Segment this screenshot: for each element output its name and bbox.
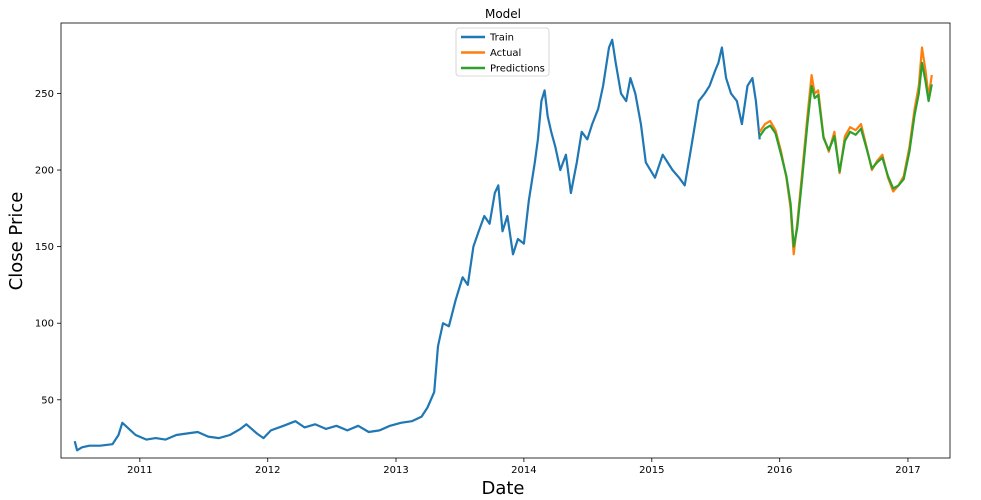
series-line-train xyxy=(73,38,761,452)
x-axis: 2011 2012 2013 2014 2015 2016 2017 xyxy=(127,458,921,476)
legend-box xyxy=(455,27,550,77)
y-tick-label: 100 xyxy=(35,319,54,330)
x-tick-label: 2012 xyxy=(255,465,280,476)
series-line-predictions xyxy=(758,61,933,248)
legend-label: Actual xyxy=(490,48,521,59)
legend-label: Predictions xyxy=(490,64,545,75)
legend-label: Train xyxy=(489,33,514,44)
x-tick-label: 2013 xyxy=(383,465,408,476)
series-group xyxy=(73,38,933,452)
legend: Train Actual Predictions xyxy=(455,27,550,77)
y-tick-label: 250 xyxy=(35,89,54,100)
x-tick-label: 2015 xyxy=(639,465,664,476)
chart-title: Model xyxy=(485,7,521,21)
x-tick-label: 2011 xyxy=(127,465,152,476)
y-tick-label: 150 xyxy=(35,242,54,253)
y-axis-title: Close Price xyxy=(6,192,27,291)
y-tick-label: 200 xyxy=(35,166,54,177)
x-axis-title: Date xyxy=(481,478,524,499)
y-axis: 50 100 150 200 250 xyxy=(35,89,61,406)
plot-area xyxy=(60,22,951,459)
x-tick-label: 2016 xyxy=(767,465,792,476)
x-tick-label: 2014 xyxy=(511,465,536,476)
x-tick-label: 2017 xyxy=(895,465,920,476)
y-tick-label: 50 xyxy=(41,395,54,406)
